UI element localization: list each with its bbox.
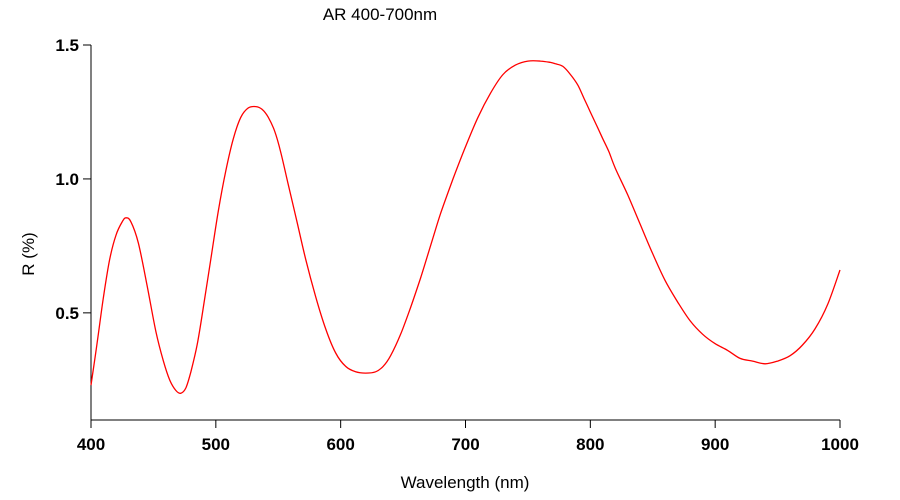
x-tick-label: 400 bbox=[77, 435, 105, 454]
y-axis-title: R (%) bbox=[19, 232, 38, 275]
plot-area: 0.5 1.0 1.5 400 500 600 700 800 900 1000 bbox=[55, 36, 859, 454]
y-tick-label: 1.0 bbox=[55, 170, 79, 189]
y-axis-ticks: 0.5 1.0 1.5 bbox=[55, 36, 91, 323]
y-tick-label: 0.5 bbox=[55, 304, 79, 323]
x-tick-label: 700 bbox=[451, 435, 479, 454]
x-axis-title: Wavelength (nm) bbox=[401, 473, 530, 492]
x-tick-label: 600 bbox=[326, 435, 354, 454]
chart-title: AR 400-700nm bbox=[323, 5, 437, 24]
y-tick-label: 1.5 bbox=[55, 36, 79, 55]
x-tick-label: 800 bbox=[576, 435, 604, 454]
x-tick-label: 1000 bbox=[821, 435, 859, 454]
x-tick-label: 900 bbox=[701, 435, 729, 454]
x-axis-ticks: 400 500 600 700 800 900 1000 bbox=[77, 420, 859, 454]
reflectance-curve bbox=[90, 60, 841, 394]
x-tick-label: 500 bbox=[202, 435, 230, 454]
